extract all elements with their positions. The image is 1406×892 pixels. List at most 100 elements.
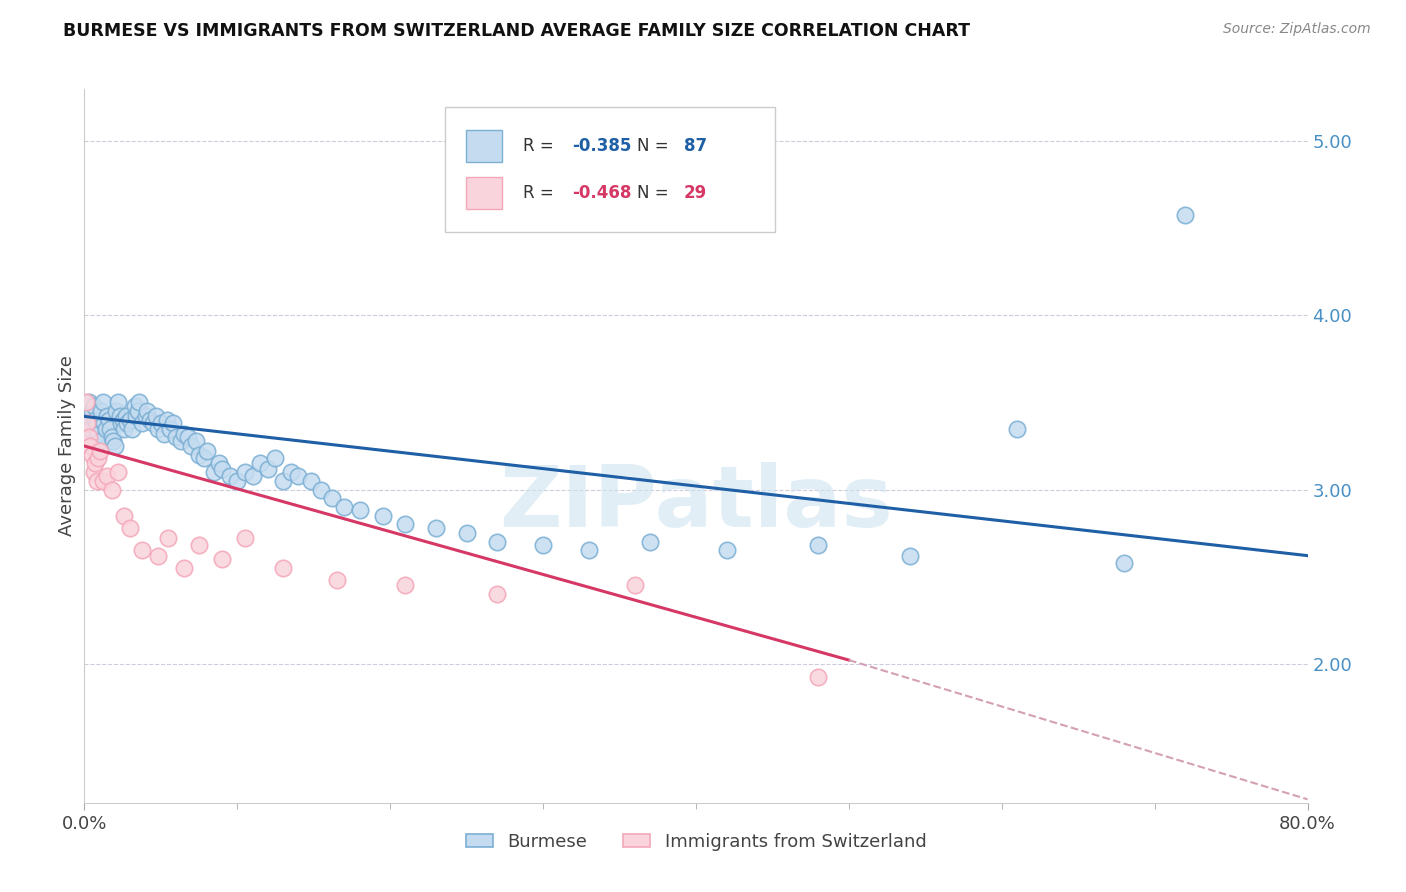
Point — [299, 474, 322, 488]
Point — [146, 549, 169, 563]
Point — [80, 448, 103, 462]
Point — [242, 468, 264, 483]
Point — [280, 465, 302, 479]
Point — [1005, 421, 1028, 435]
Point — [135, 409, 157, 424]
Point — [146, 421, 169, 435]
Point — [149, 417, 172, 431]
Point — [371, 508, 394, 523]
Point — [77, 395, 100, 409]
Point — [153, 426, 176, 441]
Point — [76, 417, 98, 431]
Point — [211, 552, 233, 566]
Point — [110, 417, 132, 431]
Point — [87, 451, 110, 466]
Point — [115, 417, 138, 431]
Text: Source: ZipAtlas.com: Source: ZipAtlas.com — [1223, 22, 1371, 37]
Point — [333, 500, 356, 514]
Point — [624, 578, 647, 592]
Point — [83, 399, 105, 413]
Point — [104, 439, 127, 453]
Point — [249, 457, 271, 471]
Point — [162, 417, 184, 431]
Point — [127, 404, 149, 418]
Point — [188, 448, 211, 462]
Point — [394, 517, 416, 532]
Point — [91, 395, 114, 409]
Point — [112, 508, 135, 523]
FancyBboxPatch shape — [465, 177, 502, 209]
Point — [96, 409, 118, 424]
Point — [76, 409, 98, 424]
Point — [101, 430, 124, 444]
Point — [79, 439, 101, 453]
Point — [86, 474, 108, 488]
Text: 29: 29 — [683, 184, 707, 202]
Text: 87: 87 — [683, 137, 707, 155]
Point — [180, 439, 202, 453]
Point — [120, 521, 142, 535]
Point — [87, 426, 110, 441]
Point — [77, 430, 100, 444]
Point — [105, 404, 128, 418]
Point — [184, 434, 207, 448]
Point — [145, 409, 167, 424]
Point — [321, 491, 343, 506]
Point — [807, 538, 830, 552]
Point — [139, 413, 162, 427]
Point — [94, 421, 117, 435]
Point — [84, 413, 107, 427]
Point — [193, 451, 215, 466]
Point — [131, 417, 153, 431]
Point — [226, 474, 249, 488]
Point — [311, 483, 333, 497]
Point — [121, 421, 143, 435]
Point — [349, 503, 371, 517]
Text: R =: R = — [523, 137, 560, 155]
Point — [173, 561, 195, 575]
Point — [165, 430, 187, 444]
Text: -0.468: -0.468 — [572, 184, 631, 202]
Point — [271, 474, 294, 488]
Legend: Burmese, Immigrants from Switzerland: Burmese, Immigrants from Switzerland — [458, 826, 934, 858]
Point — [1114, 556, 1136, 570]
Point — [136, 404, 159, 418]
Point — [96, 468, 118, 483]
Point — [170, 434, 193, 448]
Point — [108, 409, 131, 424]
Point — [90, 404, 112, 418]
Point — [578, 543, 600, 558]
Point — [128, 395, 150, 409]
Point — [156, 413, 179, 427]
Point — [114, 409, 136, 424]
Point — [75, 395, 97, 409]
Text: N =: N = — [637, 137, 669, 155]
Point — [271, 561, 294, 575]
Point — [264, 451, 287, 466]
Point — [159, 421, 181, 435]
Point — [124, 399, 146, 413]
Point — [425, 521, 447, 535]
Point — [486, 587, 509, 601]
Point — [394, 578, 416, 592]
Point — [257, 461, 280, 475]
Point — [98, 421, 121, 435]
Text: BURMESE VS IMMIGRANTS FROM SWITZERLAND AVERAGE FAMILY SIZE CORRELATION CHART: BURMESE VS IMMIGRANTS FROM SWITZERLAND A… — [63, 22, 970, 40]
Point — [287, 468, 309, 483]
Point — [218, 468, 240, 483]
Point — [80, 404, 103, 418]
Point — [107, 465, 129, 479]
Point — [91, 474, 114, 488]
Point — [638, 534, 661, 549]
Point — [101, 483, 124, 497]
Point — [142, 417, 165, 431]
Point — [131, 543, 153, 558]
Point — [93, 417, 115, 431]
Point — [211, 461, 233, 475]
Point — [84, 457, 107, 471]
Point — [195, 444, 218, 458]
Point — [456, 526, 478, 541]
Point — [83, 465, 105, 479]
Point — [75, 417, 97, 431]
Text: R =: R = — [523, 184, 560, 202]
